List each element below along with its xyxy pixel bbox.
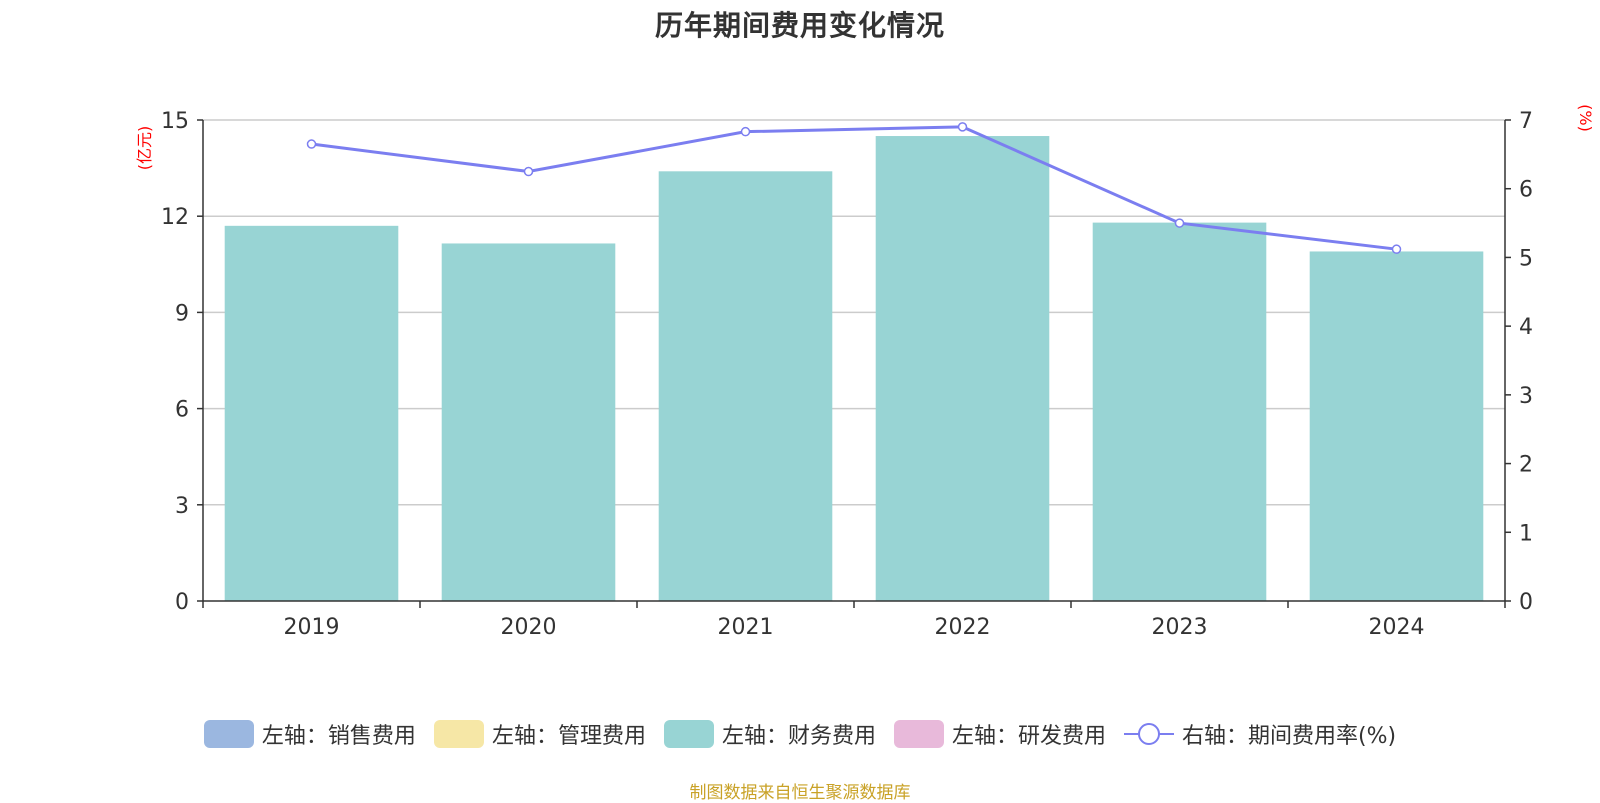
legend-item[interactable]: 左轴：管理费用: [433, 718, 646, 750]
legend-label: 左轴：管理费用: [491, 724, 646, 749]
y-right-tick-label: 2: [1519, 453, 1533, 478]
bar-2021: [658, 171, 833, 601]
rate-point-2021: [740, 126, 751, 137]
legend-line-marker-icon: [1123, 720, 1174, 748]
y-right-tick-label: 7: [1519, 109, 1533, 134]
y-right-tick-label: 0: [1519, 590, 1533, 615]
y-right-tick-label: 3: [1519, 384, 1533, 409]
legend-item[interactable]: 左轴：研发费用: [893, 718, 1106, 750]
bar-series: [224, 136, 1484, 602]
y-right-axis-label: (%): [1576, 104, 1595, 132]
y-left-tick-label: 6: [175, 398, 189, 423]
bar-2020: [441, 243, 616, 601]
y-left-tick-label: 12: [161, 205, 189, 230]
bar-2022: [875, 136, 1050, 602]
y-right-tick-label: 4: [1519, 315, 1533, 340]
legend-label: 右轴：期间费用率(%): [1181, 724, 1397, 749]
rate-point-2022: [957, 122, 968, 132]
y-right-tick-label: 6: [1519, 178, 1533, 203]
grid-lines: [203, 119, 1505, 506]
rate-point-2023: [1174, 218, 1185, 228]
x-tick-label: 2022: [935, 615, 991, 640]
y-right-tick-label: 5: [1519, 246, 1533, 271]
legend: 左轴：销售费用 左轴：管理费用 左轴：财务费用 左轴：研发费用 右轴：期间费用率(%): [0, 718, 1600, 750]
legend-item[interactable]: 右轴：期间费用率(%): [1123, 718, 1397, 750]
y-left-tick-label: 0: [175, 590, 189, 615]
chart-title: 历年期间费用变化情况: [654, 9, 945, 42]
y-left-tick-label: 15: [161, 109, 189, 134]
y-right-tick-label: 1: [1519, 521, 1533, 546]
bar-2019: [224, 225, 399, 601]
legend-label: 左轴：财务费用: [721, 724, 876, 749]
line-series: [306, 122, 1402, 254]
legend-swatch: [893, 720, 944, 748]
bar-2024: [1309, 251, 1484, 601]
legend-label: 左轴：销售费用: [261, 724, 416, 749]
legend-swatch: [203, 720, 254, 748]
rate-point-2019: [306, 139, 317, 149]
rate-line: [311, 125, 1397, 251]
y-left-axis-label: (亿元): [135, 126, 154, 171]
legend-label: 左轴：研发费用: [951, 724, 1106, 749]
legend-swatch: [663, 720, 714, 748]
legend-swatch: [433, 720, 484, 748]
x-tick-label: 2023: [1152, 615, 1208, 640]
y-left-tick-label: 9: [175, 301, 189, 326]
x-tick-label: 2024: [1369, 615, 1425, 640]
rate-point-2024: [1391, 244, 1402, 254]
x-tick-label: 2019: [284, 615, 340, 640]
bar-2023: [1092, 222, 1267, 601]
x-tick-label: 2020: [501, 615, 557, 640]
source-note: 制图数据来自恒生聚源数据库: [689, 783, 911, 803]
legend-item[interactable]: 左轴：销售费用: [203, 718, 416, 750]
x-tick-label: 2021: [718, 615, 774, 640]
y-left-tick-label: 3: [175, 494, 189, 519]
rate-point-2020: [523, 166, 534, 177]
legend-item[interactable]: 左轴：财务费用: [663, 718, 876, 750]
